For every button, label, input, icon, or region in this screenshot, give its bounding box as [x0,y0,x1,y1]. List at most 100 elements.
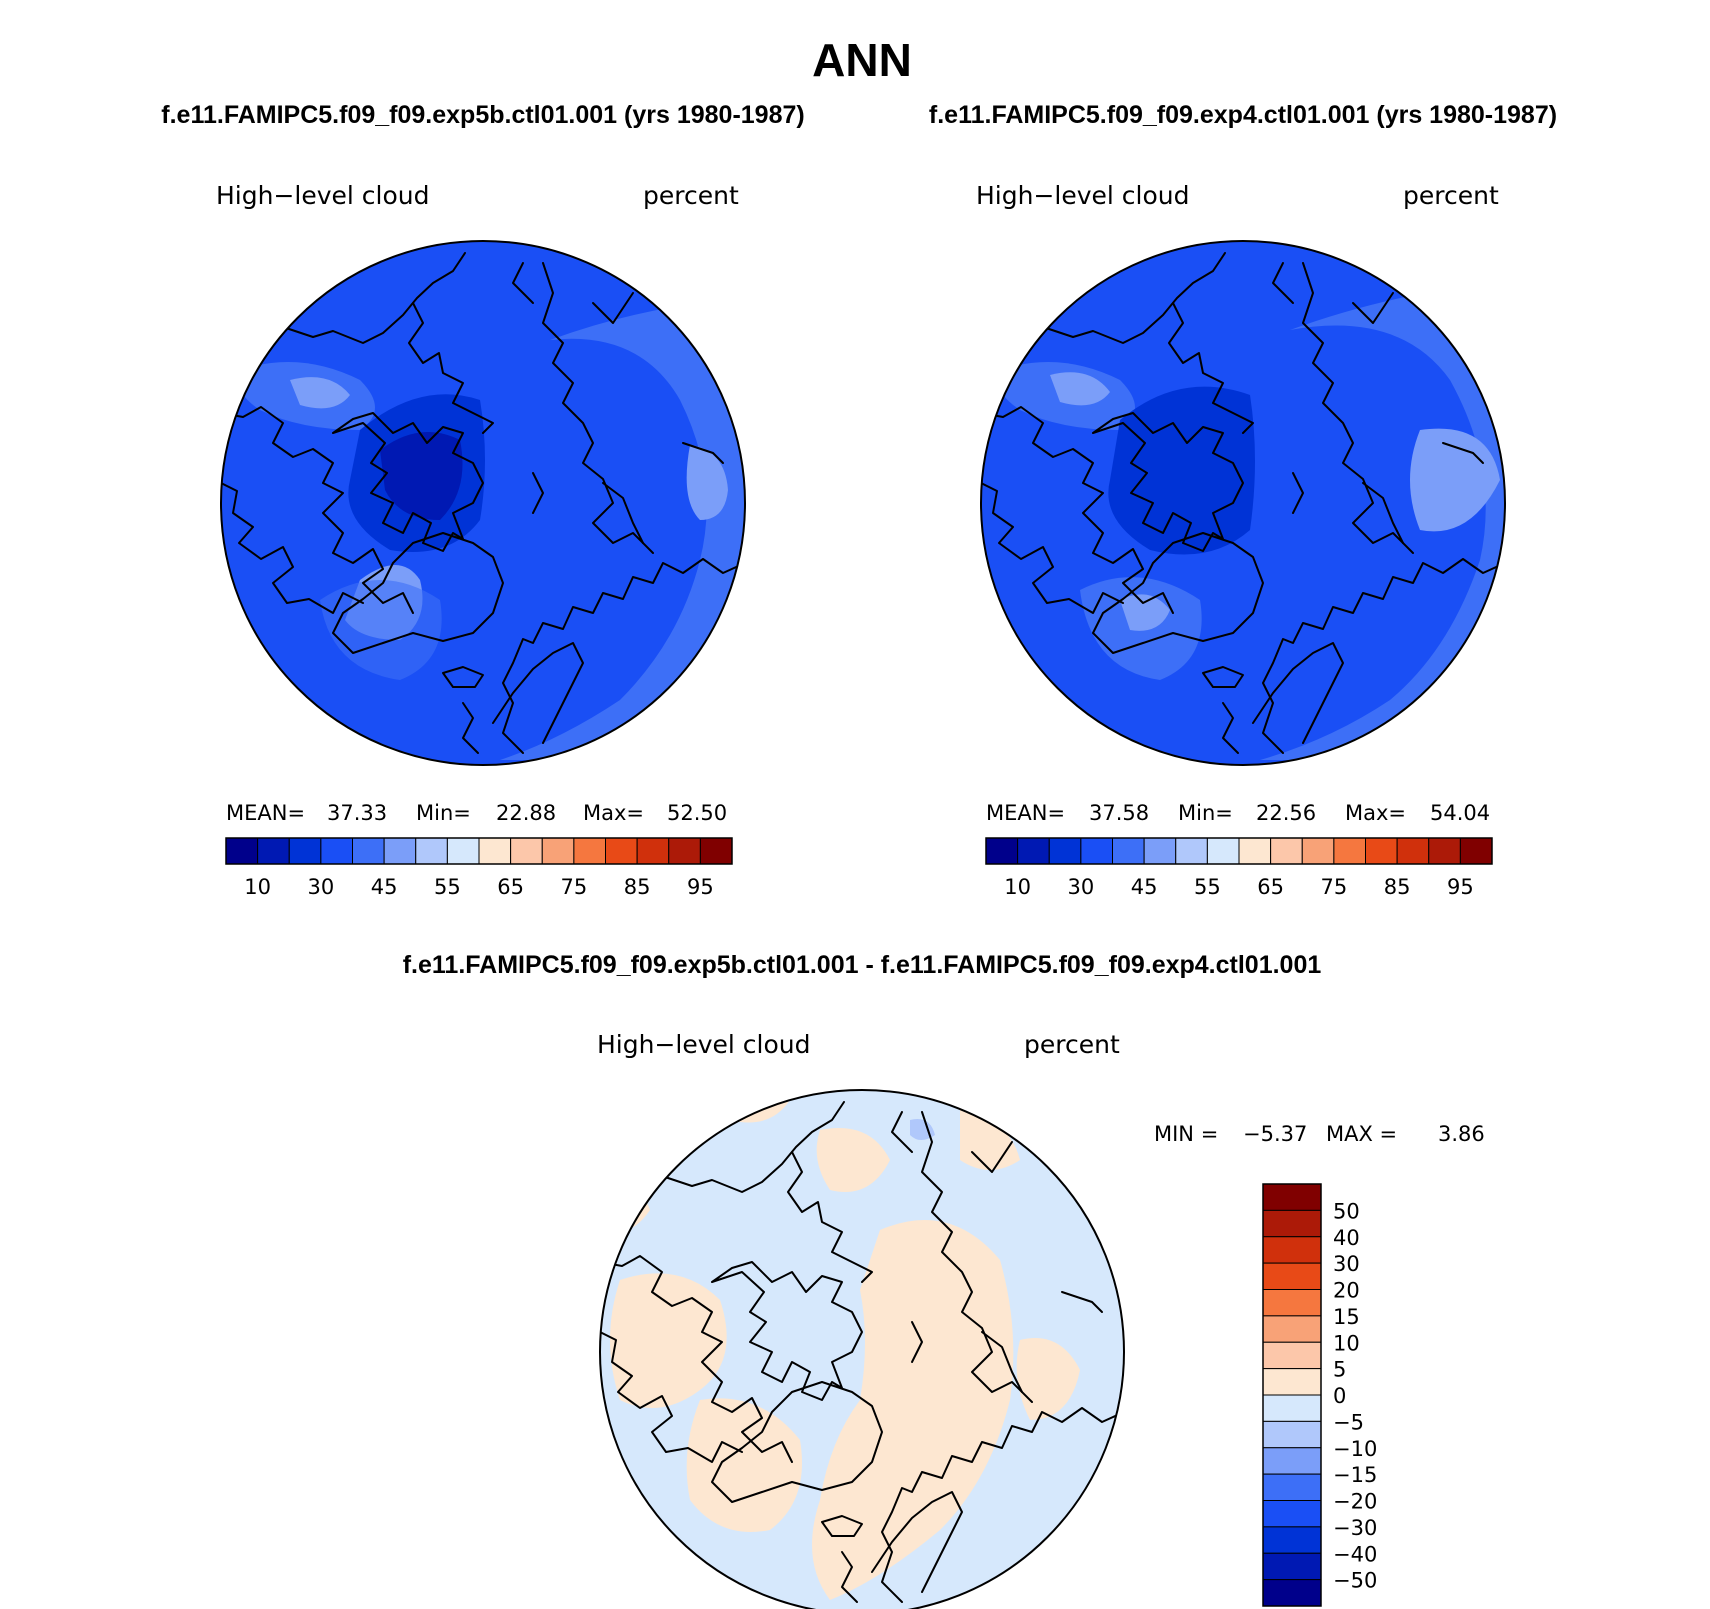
colorbar-label: 85 [624,875,651,899]
colorbar-swatch [1262,1341,1322,1370]
contour-region [686,1398,802,1532]
colorbar-swatch [636,837,670,865]
colorbar-label: −10 [1333,1437,1377,1461]
polar-map [221,241,745,765]
contour-region [1120,594,1170,631]
colorbar-swatch [1459,837,1493,865]
max-label: MAX = [1326,1122,1397,1146]
min-label: Min= [416,801,471,825]
colorbar-swatch [320,837,353,865]
colorbar-label: 10 [244,875,271,899]
colorbar-swatch [1262,1447,1322,1475]
colorbar-frame [1262,1183,1322,1607]
contour-region [1410,428,1500,532]
colorbar-swatch [1262,1368,1322,1396]
mean-label: MEAN= [986,801,1065,825]
contour-region [380,432,463,520]
colorbar-swatch [1262,1315,1322,1343]
contour-region [500,300,745,760]
contour-region [812,1220,1014,1600]
colorbar-label: 45 [371,875,398,899]
colorbar-label: 95 [1447,875,1474,899]
colorbar-label: 10 [1004,875,1031,899]
colorbar-label: 55 [434,875,461,899]
colorbar-swatch [1396,837,1430,865]
colorbar-label: −30 [1333,1516,1377,1540]
contour-region [320,580,442,680]
colorbar-label: 75 [1321,875,1348,899]
colorbar: 10 30 45 55 65 75 85 95 [985,837,1493,899]
colorbar-label: 5 [1333,1358,1346,1382]
colorbar-swatch [1262,1526,1322,1554]
colorbar-label: −5 [1333,1410,1364,1434]
colorbar-swatch [541,837,575,865]
panel-right: High−level cloud percent MEAN= 37.58 Min… [976,181,1506,899]
colorbar-swatch [225,837,259,865]
min-label: MIN = [1154,1122,1218,1146]
map-outline [599,1089,1125,1609]
polar-map [600,1090,1124,1609]
colorbar-swatch [1262,1420,1322,1449]
colorbar-swatch [985,837,1019,865]
variable-label: High−level cloud [597,1030,811,1059]
colorbar-swatch [1262,1289,1322,1317]
colorbar-swatch [1238,837,1272,865]
max-label: Max= [583,801,644,825]
colorbar-label: 30 [1333,1252,1360,1276]
contour-region [1016,1338,1080,1420]
colorbar-label: 50 [1333,1199,1360,1223]
colorbar-swatch [1428,837,1461,865]
case-title-right: f.e11.FAMIPC5.f09_f09.exp4.ctl01.001 (yr… [929,101,1557,129]
contour-region [1050,372,1110,406]
contour-region [610,1273,727,1408]
diff-stats: MIN = −5.37 MAX = 3.86 [1154,1122,1485,1146]
colorbar-swatch [1365,837,1398,865]
variable-label: High−level cloud [216,181,430,210]
panel-diff: High−level cloud percent MIN = −5.37 MAX… [597,1030,1485,1609]
colorbar-swatch [1175,837,1208,865]
colorbar-label: 75 [561,875,588,899]
min-value: 22.56 [1256,801,1316,825]
min-label: Min= [1178,801,1233,825]
colorbar-frame [985,837,1493,865]
colorbar-swatch [1048,837,1082,865]
case-title-left: f.e11.FAMIPC5.f09_f09.exp5b.ctl01.001 (y… [161,101,804,129]
colorbar-label: 65 [1257,875,1284,899]
colorbar-swatch [446,837,480,865]
colorbar-swatch [1262,1262,1322,1290]
colorbar-swatch [1017,837,1050,865]
colorbar-swatch [1262,1473,1322,1501]
contour-region [686,445,728,520]
colorbar-label: 85 [1384,875,1411,899]
colorbar-label: −40 [1333,1542,1377,1566]
colorbar-swatch [478,837,512,865]
colorbar-label: 45 [1131,875,1158,899]
colorbar-label: 65 [497,875,524,899]
colorbar-swatch [1206,837,1240,865]
colorbar-swatch [1262,1394,1322,1422]
colorbar-swatch [1262,1209,1322,1238]
min-value: 22.88 [496,801,556,825]
colorbar-swatch [1262,1236,1322,1264]
map-outline [980,240,1506,766]
units-label: percent [1024,1030,1120,1059]
colorbar-swatch [1112,837,1145,865]
max-label: Max= [1345,801,1406,825]
colorbar-label: −15 [1333,1463,1377,1487]
max-value: 52.50 [667,801,727,825]
variable-label: High−level cloud [976,181,1190,210]
mean-label: MEAN= [226,801,305,825]
units-label: percent [1403,181,1499,210]
colorbar-swatch [1080,837,1113,865]
colorbar-swatch [1143,837,1177,865]
colorbar-label: 55 [1194,875,1221,899]
colorbar-swatch [1270,837,1303,865]
colorbar-swatch [510,837,543,865]
colorbar-swatch [383,837,417,865]
panel-left: High−level cloud percent MEAN= 37.33 Min… [216,181,746,899]
colorbar-label: 30 [1068,875,1095,899]
colorbar-swatch [1301,837,1335,865]
contour-region [816,1128,890,1192]
